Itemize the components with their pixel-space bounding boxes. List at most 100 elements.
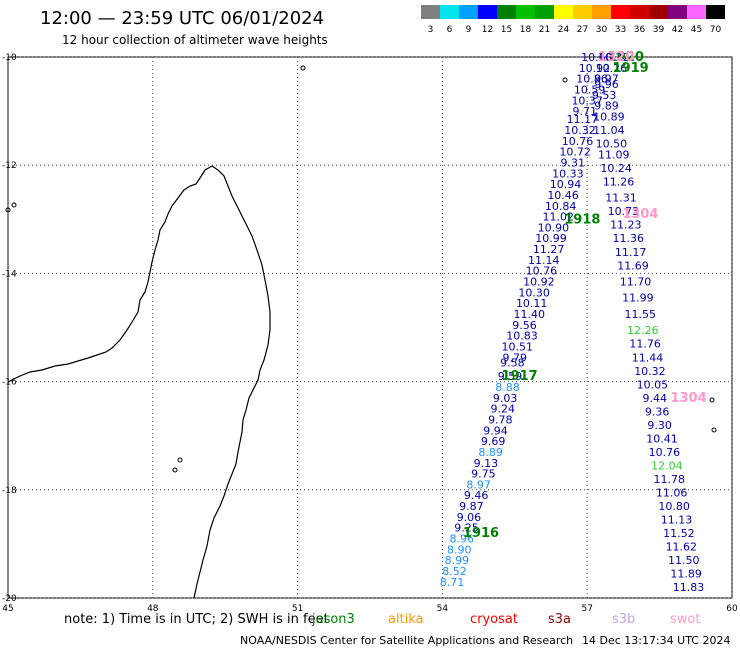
data-point-label: 11.17 — [615, 246, 647, 259]
data-point-label: 9.03 — [493, 392, 518, 405]
track-label: 1320 — [598, 50, 634, 65]
data-point-label: 11.06 — [656, 487, 688, 500]
track-label: 1304 — [670, 391, 706, 406]
data-point-label: 12.26 — [627, 324, 659, 337]
plot-frame — [7, 56, 733, 599]
island — [177, 457, 183, 463]
scale-label: 30 — [596, 25, 608, 35]
data-point-label: 11.50 — [668, 554, 700, 567]
data-point-label: 11.76 — [629, 338, 661, 351]
data-point-label: 11.14 — [528, 254, 560, 267]
track-label: 1920 — [608, 50, 644, 65]
coastline — [7, 165, 271, 599]
scale-label: 70 — [710, 25, 722, 35]
legend-altika: altika — [388, 612, 424, 627]
data-point-label: 11.23 — [610, 219, 642, 232]
data-point-label: 10.76 — [649, 446, 681, 459]
data-point-label: 11.99 — [622, 292, 654, 305]
scale-label: 6 — [447, 25, 453, 35]
data-point-label: 10.32 — [564, 124, 596, 137]
scale-label: 27 — [577, 25, 588, 35]
data-point-label: 8.88 — [495, 381, 520, 394]
data-point-label: 11.17 — [567, 113, 599, 126]
data-point-label: 12.04 — [651, 459, 683, 472]
scale-label: 42 — [672, 25, 683, 35]
scale-swatch — [706, 5, 725, 19]
legend-s3b: s3b — [612, 612, 636, 627]
island — [5, 207, 11, 213]
x-tick-label: 57 — [581, 604, 592, 614]
y-tick-label: -12 — [2, 161, 17, 171]
data-point-label: 10.51 — [501, 340, 533, 353]
data-point-label: 10.86 — [576, 73, 608, 86]
island — [11, 202, 17, 208]
data-point-label: 11.26 — [603, 175, 635, 188]
data-point-label: 9.58 — [500, 357, 525, 370]
data-point-label: 10.50 — [596, 138, 628, 151]
island — [172, 467, 178, 473]
data-point-label: 9.13 — [474, 457, 499, 470]
data-point-label: 10.89 — [593, 111, 625, 124]
scale-swatch — [668, 5, 687, 19]
data-point-label: 10.37 — [571, 94, 603, 107]
data-point-label: 8.90 — [447, 543, 472, 556]
scale-label: 45 — [691, 25, 702, 35]
scale-swatch — [687, 5, 706, 19]
data-point-label: 11.31 — [605, 192, 637, 205]
credit-text: NOAA/NESDIS Center for Satellite Applica… — [240, 634, 574, 647]
y-tick-label: -14 — [2, 269, 17, 279]
scale-label: 33 — [615, 25, 626, 35]
data-point-label: 11.09 — [598, 148, 630, 161]
y-tick-label: -10 — [2, 53, 17, 63]
data-point-label: 9.06 — [457, 511, 482, 524]
scale-swatch — [497, 5, 516, 19]
data-point-label: 9.36 — [645, 405, 670, 418]
scale-swatch — [516, 5, 535, 19]
data-point-label: 11.02 — [542, 211, 574, 224]
data-point-label: 11.62 — [666, 541, 698, 554]
scale-swatch — [535, 5, 554, 19]
data-point-label: 9.71 — [573, 105, 598, 118]
data-point-label: 8.99 — [445, 554, 470, 567]
scale-label: 39 — [653, 25, 665, 35]
scale-swatch — [478, 5, 497, 19]
scale-label: 15 — [501, 25, 512, 35]
data-point-label: 9.96 — [594, 78, 619, 91]
data-point-label: 10.26 — [596, 62, 628, 75]
scale-label: 18 — [520, 25, 532, 35]
data-point-label: 11.55 — [625, 308, 657, 321]
data-point-label: 11.78 — [654, 473, 686, 486]
data-point-label: 10.73 — [608, 205, 640, 218]
x-tick-label: 54 — [437, 604, 449, 614]
data-point-label: 10.05 — [637, 378, 669, 391]
data-point-label: 9.94 — [483, 424, 508, 437]
data-point-label: 10.90 — [538, 221, 570, 234]
y-tick-label: -18 — [2, 486, 17, 496]
scale-label: 9 — [466, 25, 472, 35]
scale-swatch — [649, 5, 668, 19]
track-label: 1917 — [502, 369, 538, 384]
data-point-label: 8.89 — [478, 446, 503, 459]
data-point-label: 9.78 — [488, 413, 513, 426]
data-point-label: 11.13 — [661, 514, 693, 527]
data-point-label: 9.31 — [560, 156, 585, 169]
data-point-label: 10.92 — [579, 62, 611, 75]
data-point-label: 10.72 — [559, 146, 591, 159]
data-point-label: 9.75 — [471, 468, 496, 481]
x-tick-label: 60 — [726, 604, 738, 614]
island — [711, 427, 717, 433]
scale-swatch — [592, 5, 611, 19]
scale-swatch — [440, 5, 459, 19]
data-point-label: 10.46 — [547, 189, 579, 202]
scale-label: 24 — [558, 25, 570, 35]
island — [562, 77, 568, 83]
page-subtitle: 12 hour collection of altimeter wave hei… — [62, 33, 328, 47]
data-point-label: 10.92 — [523, 276, 555, 289]
legend-cryosat: cryosat — [470, 612, 518, 627]
data-point-label: 8.96 — [449, 532, 474, 545]
data-point-label: 10.41 — [646, 432, 678, 445]
data-point-label: 11.36 — [612, 232, 644, 245]
data-point-label: 11.83 — [673, 581, 705, 594]
data-point-label: 10.60 — [581, 51, 613, 64]
scale-swatch — [554, 5, 573, 19]
